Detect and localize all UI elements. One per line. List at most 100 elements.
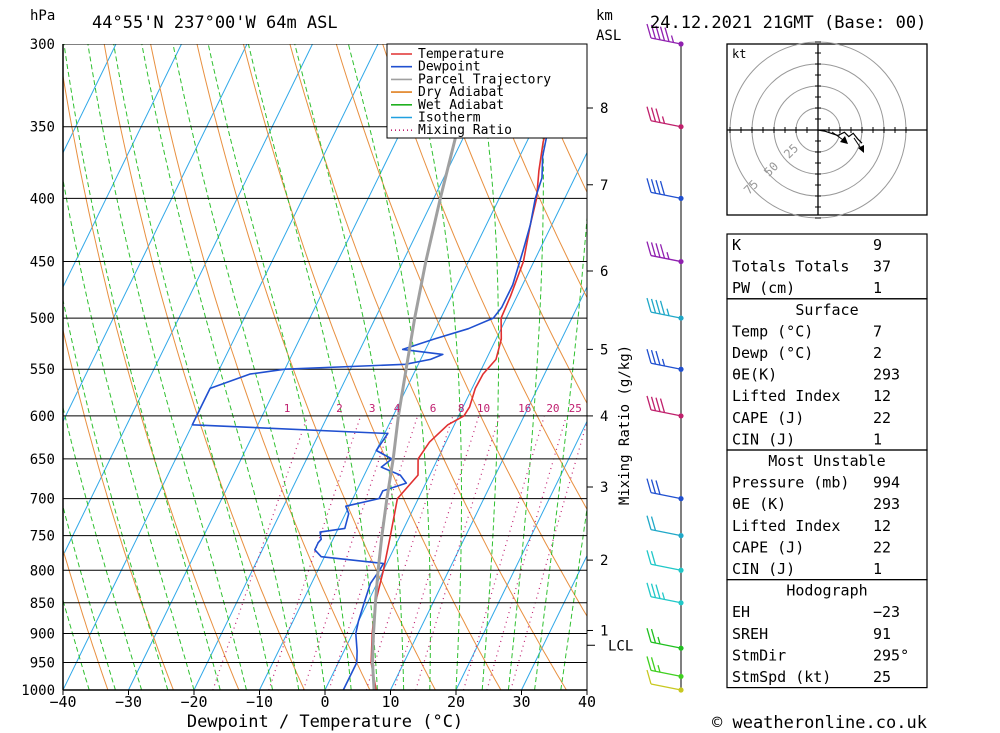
wind-barb-flag xyxy=(650,628,657,644)
y-tick-label: 1000 xyxy=(21,683,55,699)
wind-barb xyxy=(646,178,684,201)
wind-barb-flag xyxy=(655,25,661,40)
wind-barb-shaft xyxy=(650,254,682,263)
wind-barb-flag xyxy=(650,583,657,598)
index-value: 12 xyxy=(873,517,891,535)
wind-barb-flag xyxy=(664,27,670,42)
y-tick-label: 650 xyxy=(30,452,55,468)
wind-barb-flag xyxy=(646,550,652,565)
dry-adiabat-line xyxy=(63,73,240,690)
index-value: 91 xyxy=(873,625,891,643)
wind-barb-flag xyxy=(650,479,657,494)
index-value: 37 xyxy=(873,258,891,276)
wind-barb-flag xyxy=(650,657,657,672)
profile-curves xyxy=(191,44,587,690)
index-value: 1 xyxy=(873,560,882,578)
x-axis-title: Dewpoint / Temperature (°C) xyxy=(187,712,463,732)
dry-adiabat-line xyxy=(335,44,587,618)
index-section-box xyxy=(726,578,928,689)
wind-barb-flag xyxy=(650,242,657,257)
wind-barb-shaft xyxy=(650,563,682,571)
wind-barb xyxy=(646,627,684,651)
wind-barb-flag xyxy=(650,396,657,411)
wind-barb-shaft xyxy=(650,37,682,45)
x-tick-label: 40 xyxy=(578,693,596,711)
index-value: 994 xyxy=(873,474,900,492)
index-label: Temp (°C) xyxy=(732,322,813,340)
wind-barb-flag xyxy=(655,179,661,195)
wind-barb xyxy=(646,349,684,372)
asl-unit-label: ASL xyxy=(596,28,621,44)
wind-barb-half xyxy=(661,358,666,367)
index-value: 293 xyxy=(873,366,900,384)
y-tick-label: 800 xyxy=(30,563,55,579)
index-value: 295° xyxy=(873,646,909,664)
wind-barb-flag xyxy=(646,106,652,121)
wind-barb-flag xyxy=(650,107,657,122)
y-tick-label: 900 xyxy=(30,626,55,642)
wind-barb-flag xyxy=(655,350,661,366)
wind-barb xyxy=(646,241,684,265)
isotherm-line xyxy=(128,44,444,690)
series-dewpoint xyxy=(191,44,587,690)
index-label: CAPE (J) xyxy=(732,409,804,427)
wind-barb-flag xyxy=(646,627,652,643)
isotherm-line xyxy=(63,44,117,154)
mixing-ratio-label: 6 xyxy=(430,402,437,415)
mixing-ratio-label: 10 xyxy=(477,402,490,415)
wind-barb-flag xyxy=(650,550,657,566)
x-tick-label: 10 xyxy=(381,693,399,711)
wind-barb-flag xyxy=(646,478,652,493)
y-tick-label: 750 xyxy=(30,529,55,545)
wind-barb-dot xyxy=(678,533,684,539)
diagram-grid xyxy=(63,44,1000,690)
km-tick-label: 7 xyxy=(600,178,608,194)
index-label: StmDir xyxy=(732,646,786,664)
wind-barb xyxy=(646,297,684,321)
index-label: Totals Totals xyxy=(732,258,849,276)
legend-item-label: Temperature xyxy=(418,47,504,62)
dry-adiabat-line xyxy=(986,44,1000,690)
km-tick-label: 1 xyxy=(600,623,608,639)
index-value: 1 xyxy=(873,279,882,297)
wind-barb-flag xyxy=(659,244,666,259)
wind-barb xyxy=(646,550,684,573)
wind-barb-flag xyxy=(646,178,652,193)
index-label: Pressure (mb) xyxy=(732,474,849,492)
surface-section-title: Surface xyxy=(795,301,858,319)
wind-barb-flag xyxy=(655,397,661,412)
wet-adiabat-line xyxy=(87,44,247,690)
index-label: CIN (J) xyxy=(732,430,795,448)
km-tick-label: 3 xyxy=(600,480,608,496)
index-label: Lifted Index xyxy=(732,517,840,535)
wind-barb-flag xyxy=(655,108,661,123)
wind-barb-flag xyxy=(659,26,666,41)
wind-barb-flag xyxy=(650,298,657,314)
index-label: EH xyxy=(732,603,750,621)
wind-barb-flag xyxy=(650,179,657,194)
index-value: 1 xyxy=(873,430,882,448)
wet-adiabat-line xyxy=(474,44,500,690)
legend-item-label: Isotherm xyxy=(418,111,481,126)
index-value: 25 xyxy=(873,668,891,686)
mixing-ratio-label: 16 xyxy=(518,402,531,415)
mixing-ratio-label: 8 xyxy=(458,402,465,415)
wind-barb-half xyxy=(666,308,670,316)
wind-barb-shaft xyxy=(650,191,682,199)
mean-wind-arrowhead xyxy=(858,145,864,153)
legend-item-label: Dry Adiabat xyxy=(418,85,504,100)
index-label: Lifted Index xyxy=(732,387,840,405)
wind-barbs xyxy=(646,23,684,693)
mixing-ratio-label: 2 xyxy=(336,402,343,415)
wind-barb-flag xyxy=(650,516,657,531)
datetime-title: 24.12.2021 21GMT (Base: 00) xyxy=(650,13,926,33)
hodograph-unit: kt xyxy=(732,47,746,61)
index-value: 2 xyxy=(873,344,882,362)
index-value: 9 xyxy=(873,236,882,254)
wind-barb-shaft xyxy=(650,596,682,604)
y-tick-label: 350 xyxy=(30,120,55,136)
index-value: 12 xyxy=(873,387,891,405)
y-tick-label: 850 xyxy=(30,596,55,612)
wind-barb-half xyxy=(661,116,666,124)
